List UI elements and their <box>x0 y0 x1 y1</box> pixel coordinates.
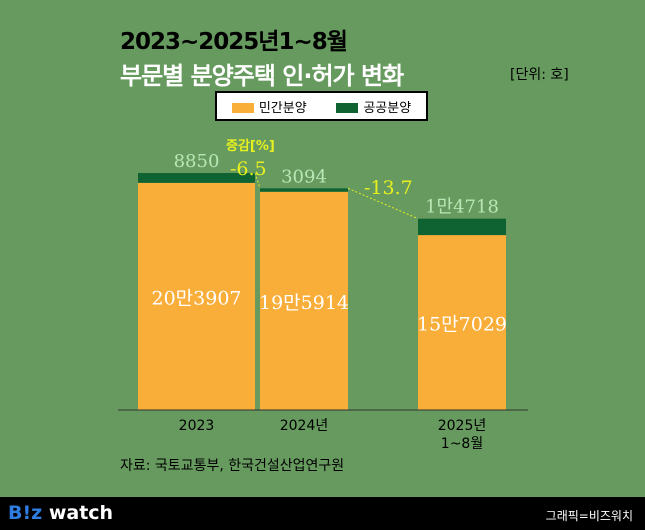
legend-swatch <box>336 103 359 113</box>
bar-private <box>260 191 348 410</box>
source: 자료: 국토교통부, 한국건설산업연구원 <box>120 458 345 474</box>
legend-swatch <box>231 103 254 113</box>
legend-item-public: 공공분양 <box>336 97 411 116</box>
legend-item-private: 민간분양 <box>231 97 307 116</box>
change-line <box>347 187 419 220</box>
unit-label: [단위: 호] <box>510 67 569 83</box>
bar-label-public: 1만4718 <box>425 197 499 218</box>
bar-private <box>138 182 255 410</box>
bar-label-public: 3094 <box>281 166 327 187</box>
title-line1: 2023~2025년1~8월 <box>120 29 348 55</box>
logo-b: B!z <box>8 502 43 524</box>
change-value: -6.5 <box>230 158 267 180</box>
legend-label: 민간분양 <box>258 100 307 116</box>
credit: 그래픽=비즈워치 <box>545 509 633 523</box>
logo: B!z watch <box>8 502 113 524</box>
change-line <box>254 172 261 189</box>
category-label: 2024년 <box>280 418 329 434</box>
bar-public <box>418 218 506 236</box>
legend-label: 공공분양 <box>363 100 412 116</box>
bar-private <box>418 235 506 410</box>
bar-chart: 20만3907 8850 2023 19만5914 3094 2024년 15만7029 1만… <box>118 139 528 452</box>
legend: 민간분양 공공분양 <box>215 91 428 121</box>
change-label-title: 증감[%] <box>226 139 275 154</box>
bar-public <box>138 173 255 183</box>
category-label: 1~8월 <box>441 436 483 452</box>
bar-public <box>260 188 348 192</box>
change-value: -13.7 <box>364 177 413 199</box>
category-label: 2023 <box>179 418 215 434</box>
logo-watch: watch <box>42 502 114 524</box>
bar-label-private: 15만7029 <box>417 314 507 336</box>
category-label: 2025년 <box>438 418 487 434</box>
footer <box>0 497 645 530</box>
bar-label-private: 20만3907 <box>151 287 241 309</box>
title-line2: 부문별 분양주택 인·허가 변화 <box>120 62 404 90</box>
bar-label-public: 8850 <box>174 151 220 172</box>
bar-label-private: 19만5914 <box>259 292 349 314</box>
